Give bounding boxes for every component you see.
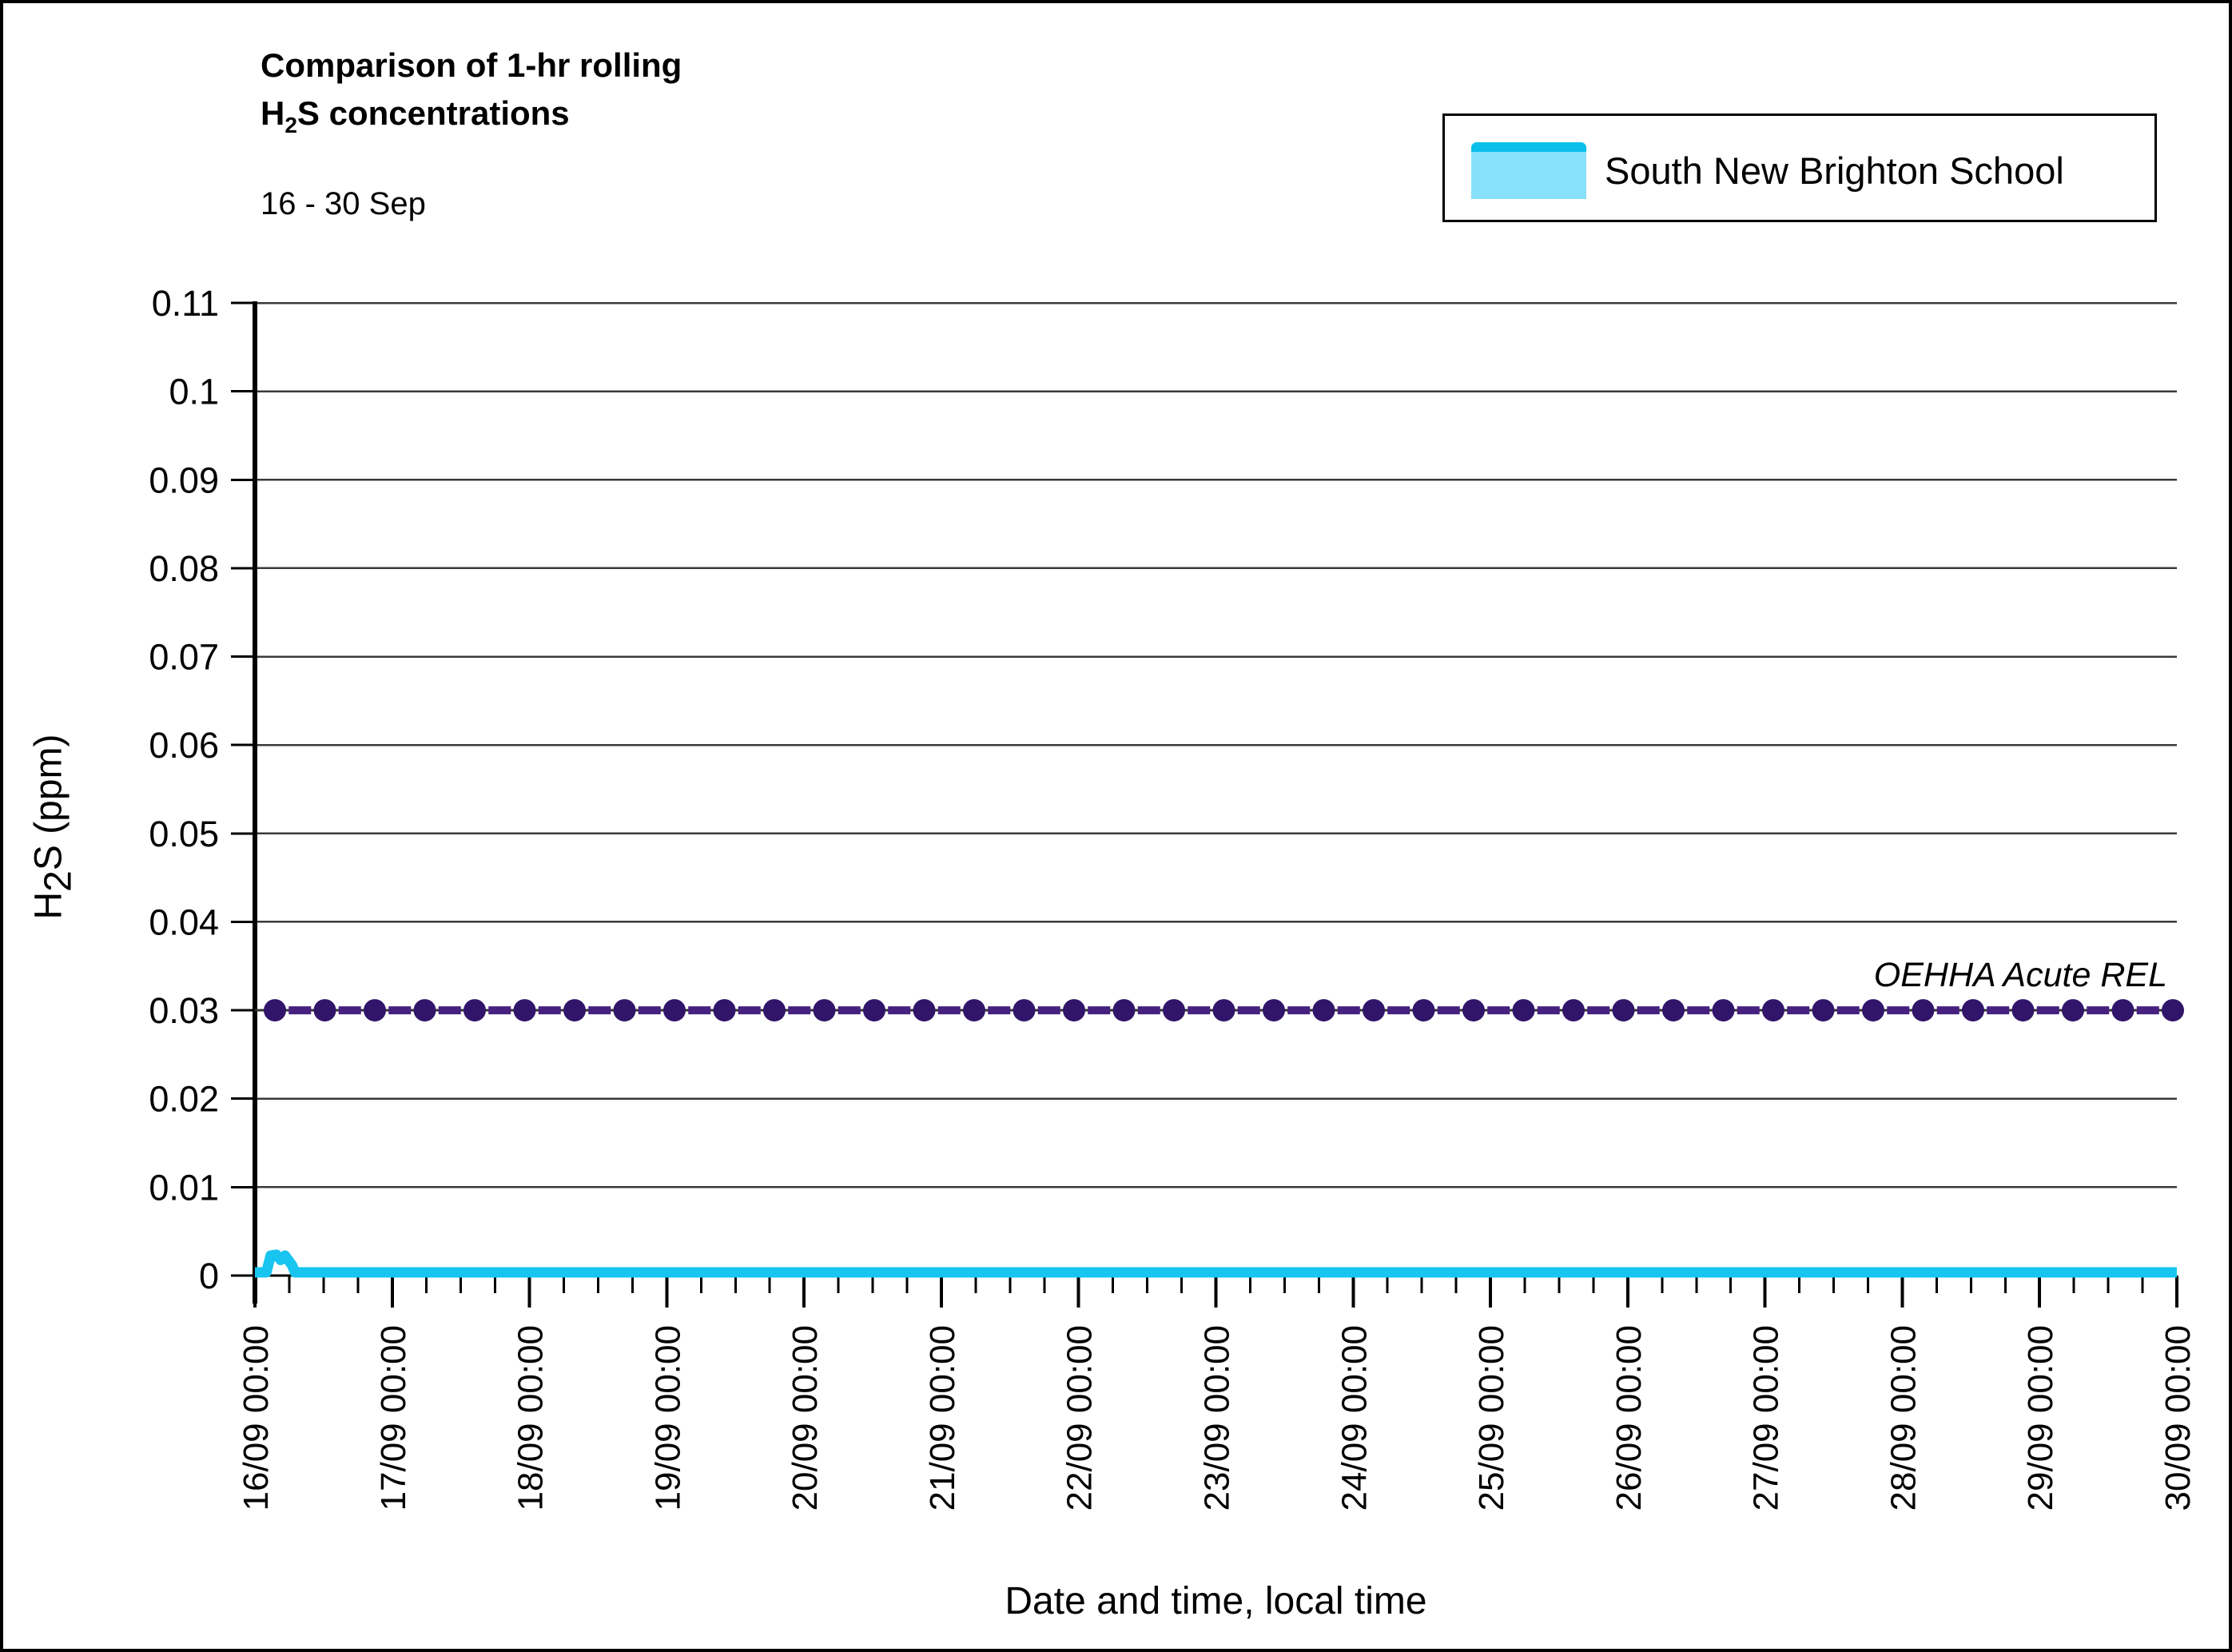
reference-line-marker-dot bbox=[413, 999, 436, 1022]
reference-line-marker-dot bbox=[1312, 999, 1335, 1022]
legend-swatch-area bbox=[1471, 142, 1586, 199]
legend-item-label: South New Brighton School bbox=[1605, 149, 2064, 192]
x-tick-label: 29/09 00:00 bbox=[2021, 1325, 2060, 1511]
y-tick-label: 0.01 bbox=[149, 1167, 219, 1208]
reference-line-marker-dot bbox=[1263, 999, 1285, 1022]
y-tick-label: 0.07 bbox=[149, 637, 219, 678]
y-tick-label: 0.08 bbox=[149, 548, 219, 589]
reference-line-marker-dot bbox=[1512, 999, 1535, 1022]
x-tick-label: 18/09 00:00 bbox=[511, 1325, 551, 1511]
reference-line-marker-dot bbox=[1363, 999, 1385, 1022]
x-tick-label: 22/09 00:00 bbox=[1060, 1325, 1100, 1511]
x-tick-label: 28/09 00:00 bbox=[1884, 1325, 1923, 1511]
x-tick-label: 23/09 00:00 bbox=[1198, 1325, 1237, 1511]
reference-line-marker-dot bbox=[264, 999, 286, 1022]
y-tick-label: 0.02 bbox=[149, 1079, 219, 1120]
chart-title-line2: H2S concentrations bbox=[261, 94, 570, 137]
reference-line-marker-dot bbox=[713, 999, 736, 1022]
x-tick-label: 27/09 00:00 bbox=[1747, 1325, 1786, 1511]
y-tick-label: 0.06 bbox=[149, 725, 219, 766]
reference-line-marker-dot bbox=[1412, 999, 1435, 1022]
y-tick-label: 0.05 bbox=[149, 814, 219, 854]
x-tick-label: 26/09 00:00 bbox=[1609, 1325, 1649, 1511]
y-tick-label: 0.04 bbox=[149, 902, 219, 942]
legend: South New Brighton School bbox=[1442, 113, 2157, 222]
reference-line-marker-dot bbox=[1962, 999, 1984, 1022]
reference-line-marker-dot bbox=[563, 999, 586, 1022]
y-tick-label: 0.11 bbox=[152, 283, 219, 324]
series-line bbox=[255, 1249, 2177, 1278]
reference-line-marker-dot bbox=[663, 999, 686, 1022]
reference-line-marker-dot bbox=[1163, 999, 1185, 1022]
y-tick-label: 0.09 bbox=[149, 460, 219, 500]
reference-line-marker-dot bbox=[913, 999, 936, 1022]
reference-line-marker-dot bbox=[1662, 999, 1685, 1022]
reference-line-marker-dot bbox=[1912, 999, 1935, 1022]
reference-line-marker-dot bbox=[613, 999, 636, 1022]
x-tick-label: 20/09 00:00 bbox=[786, 1325, 825, 1511]
reference-line-label: OEHHA Acute REL bbox=[1873, 956, 2167, 994]
reference-line-marker-dot bbox=[1063, 999, 1085, 1022]
chart-title-line1: Comparison of 1-hr rolling bbox=[261, 46, 682, 84]
reference-line-marker-dot bbox=[1562, 999, 1585, 1022]
reference-line-marker-dot bbox=[464, 999, 486, 1022]
reference-line-marker-dot bbox=[1013, 999, 1036, 1022]
x-tick-label: 25/09 00:00 bbox=[1472, 1325, 1511, 1511]
reference-line-marker-dot bbox=[1862, 999, 1884, 1022]
y-tick-label: 0.1 bbox=[169, 372, 219, 412]
reference-line-marker-dot bbox=[1712, 999, 1735, 1022]
reference-line-marker-dot bbox=[1812, 999, 1835, 1022]
chart-plot-area: 0.11 0.1 0.09 0.08 0.07 0.06 0.05 0.04 0.03 0.02 0… bbox=[149, 283, 2198, 1511]
x-tick-label: 21/09 00:00 bbox=[923, 1325, 962, 1511]
x-tick-label: 17/09 00:00 bbox=[374, 1325, 413, 1511]
y-tick-label: 0 bbox=[199, 1256, 219, 1296]
x-tick-label: 24/09 00:00 bbox=[1335, 1325, 1374, 1511]
reference-line-marker-dot bbox=[364, 999, 386, 1022]
x-tick-label: 19/09 00:00 bbox=[648, 1325, 687, 1511]
y-tick-label: 0.03 bbox=[149, 990, 219, 1031]
x-tick-label: 30/09 00:00 bbox=[2158, 1325, 2198, 1511]
reference-line-marker-dot bbox=[863, 999, 885, 1022]
reference-line-marker-dot bbox=[763, 999, 786, 1022]
reference-line-marker-dot bbox=[2111, 999, 2135, 1022]
chart-title-block: Comparison of 1-hr rolling H2S concentra… bbox=[261, 42, 682, 228]
chart-subtitle: 16 - 30 Sep bbox=[261, 186, 426, 221]
legend-swatch-line bbox=[1471, 142, 1586, 152]
reference-line-marker-dot bbox=[1112, 999, 1136, 1022]
reference-line-marker-dot bbox=[2011, 999, 2035, 1022]
reference-line-marker-dot bbox=[1762, 999, 1784, 1022]
x-tick-label: 16/09 00:00 bbox=[237, 1325, 276, 1511]
reference-line-marker-dot bbox=[1612, 999, 1635, 1022]
reference-line-marker-dot bbox=[513, 999, 536, 1022]
x-axis-title: Date and time, local time bbox=[1005, 1580, 1427, 1622]
reference-line-marker-dot bbox=[2062, 999, 2084, 1022]
reference-line-marker-dot bbox=[813, 999, 836, 1022]
reference-line-marker-dot bbox=[2162, 999, 2184, 1022]
reference-line-marker-dot bbox=[963, 999, 985, 1022]
reference-line-marker-dot bbox=[1212, 999, 1235, 1022]
reference-line-marker-dot bbox=[313, 999, 336, 1022]
reference-line-marker-dot bbox=[1462, 999, 1485, 1022]
